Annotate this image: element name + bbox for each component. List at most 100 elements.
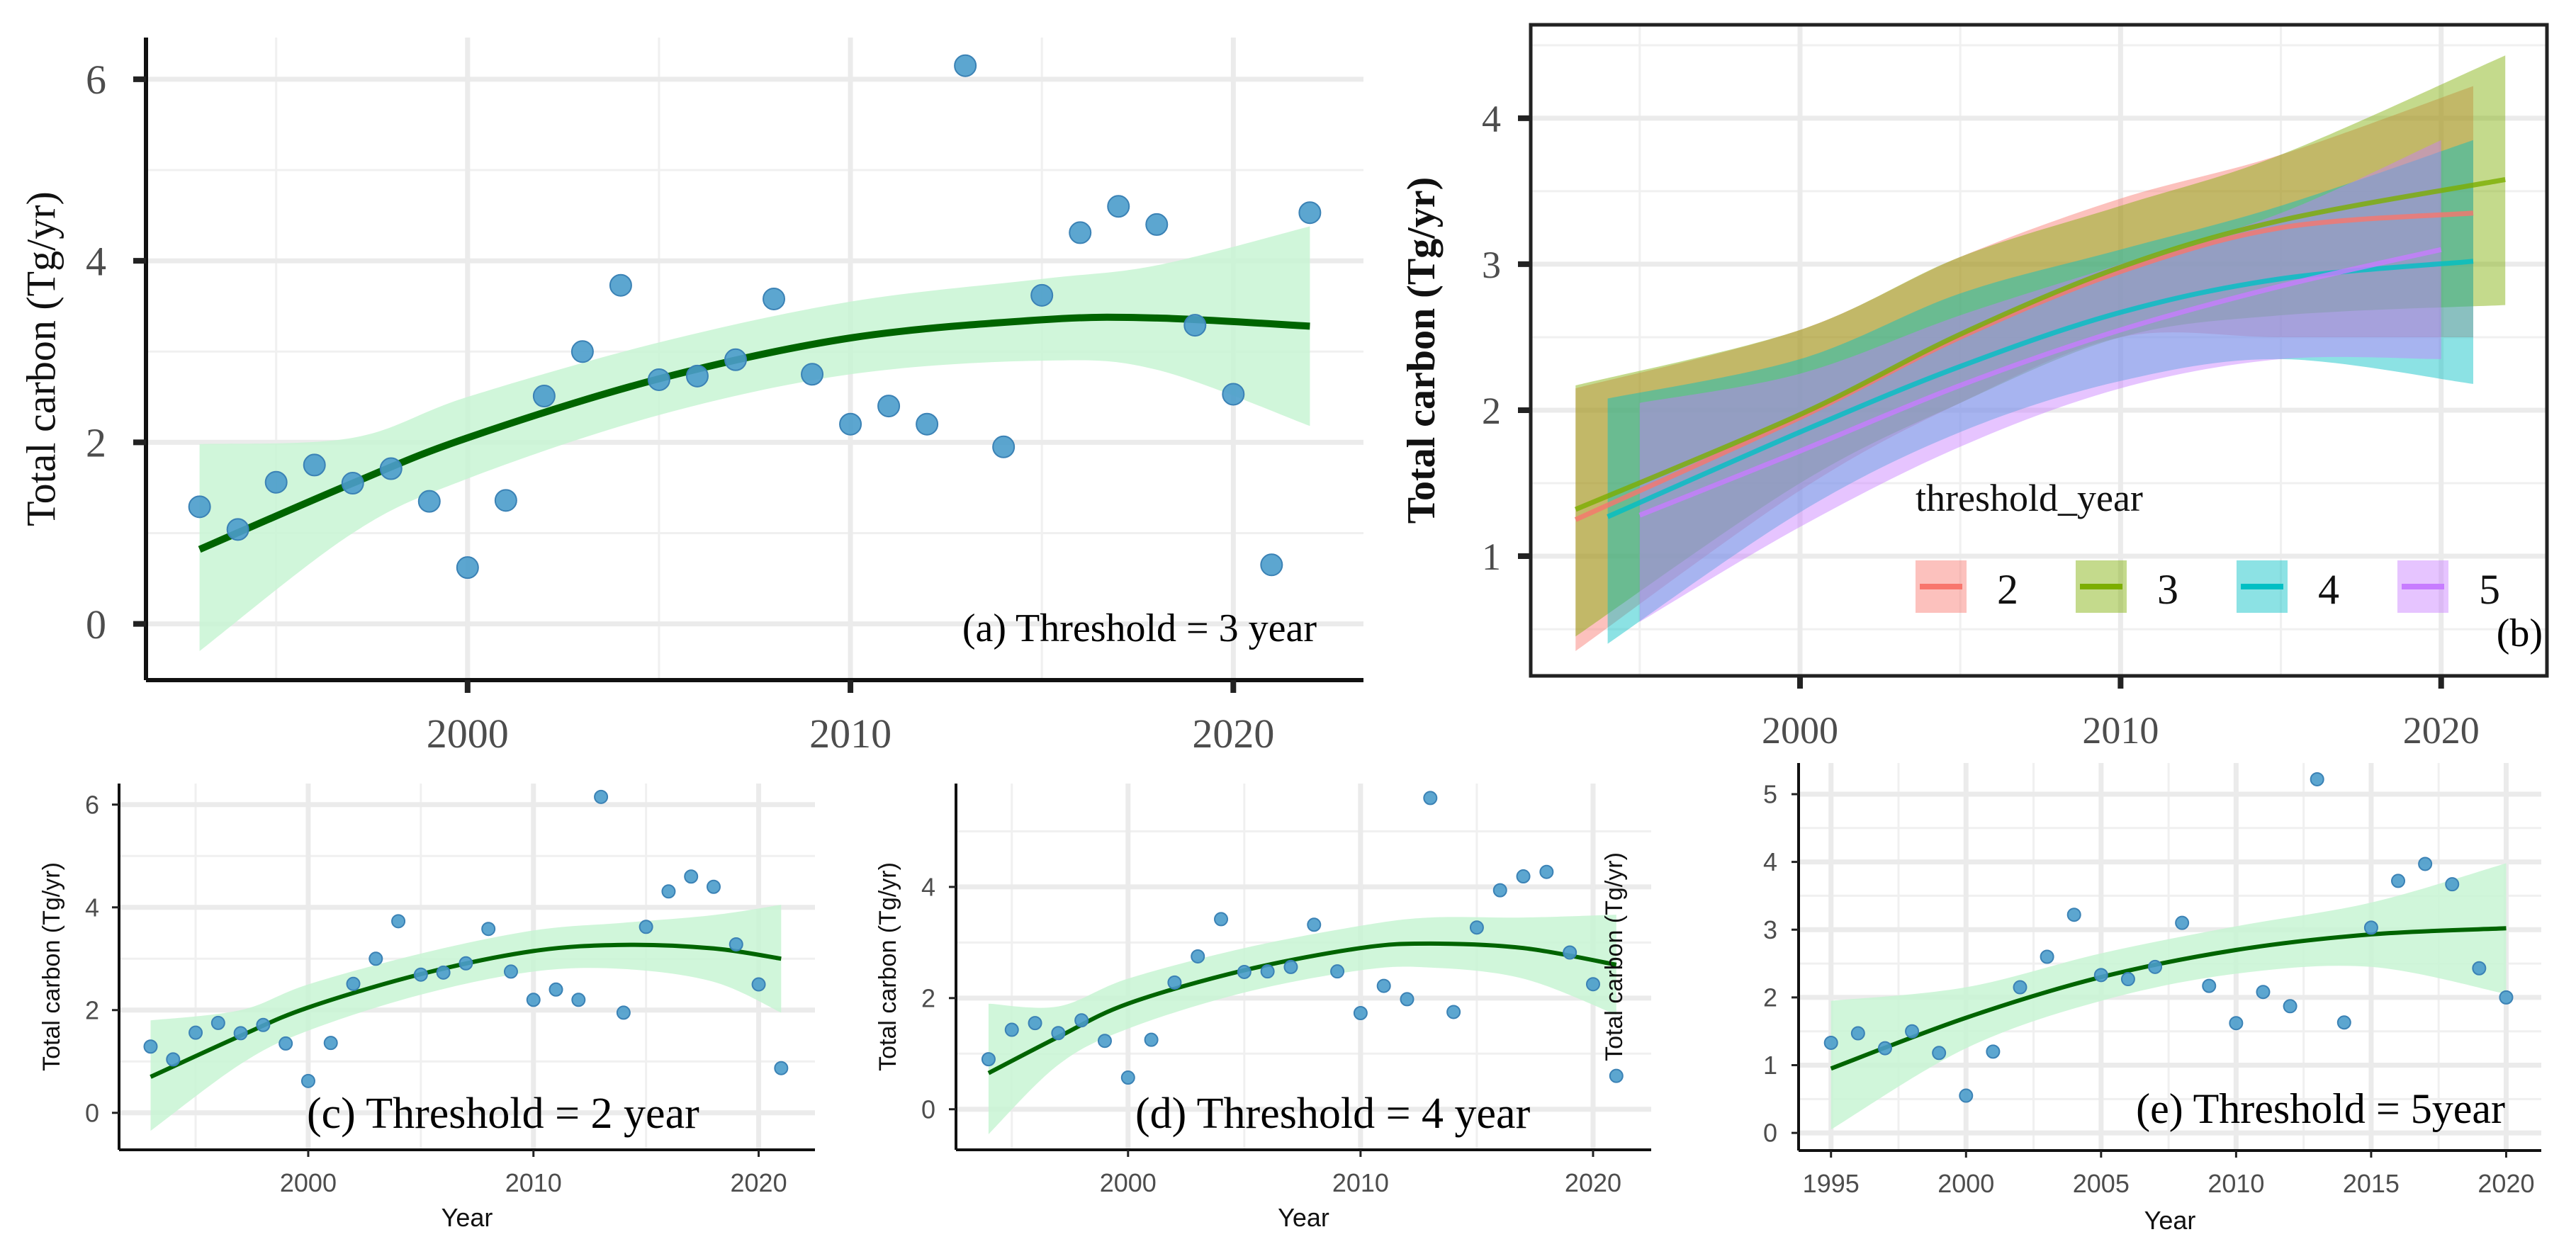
y-axis-label: Total carbon (Tg/yr)	[18, 191, 64, 526]
y-tick-label: 2	[1482, 390, 1501, 432]
legend-label: 3	[2157, 566, 2178, 613]
x-tick-label: 2005	[2073, 1169, 2130, 1198]
data-point	[413, 967, 428, 982]
data-point	[436, 965, 451, 980]
data-point	[1877, 1041, 1892, 1056]
y-tick-label: 0	[86, 601, 106, 648]
data-point	[1986, 1044, 2001, 1059]
data-point	[2229, 1016, 2244, 1031]
data-point	[1074, 1013, 1089, 1028]
data-point	[801, 363, 824, 386]
data-point	[494, 489, 517, 512]
y-axis-label: Total carbon (Tg/yr)	[1400, 177, 1444, 524]
data-point	[1307, 917, 1322, 932]
panel-a: 0 2 4 6 2000 2010 2020 Total carbon (Tg/yr) (a) …	[18, 38, 1363, 757]
data-point	[1260, 964, 1275, 979]
y-tick-label: 1	[1482, 536, 1501, 578]
data-point	[639, 920, 653, 934]
data-point	[1145, 213, 1169, 236]
x-tick-label: 2020	[2477, 1169, 2534, 1198]
data-point	[2040, 949, 2054, 964]
data-point	[706, 879, 721, 894]
data-point	[1191, 949, 1205, 963]
x-tick-label: 2000	[427, 711, 509, 757]
data-point	[2066, 908, 2081, 922]
x-axis-label: Year	[441, 1203, 493, 1232]
panel-annotation: (e) Threshold = 5year	[2136, 1085, 2505, 1132]
data-point	[609, 273, 632, 297]
data-point	[954, 54, 977, 77]
x-tick-label: 2010	[809, 711, 892, 757]
data-point	[661, 884, 676, 899]
data-point	[763, 287, 786, 310]
y-tick-label: 3	[1482, 244, 1501, 286]
y-tick-label: 2	[85, 995, 99, 1024]
data-point	[1609, 1068, 1624, 1083]
panel-b: threshold_year 2 3 4 5 1 2 3 4 2000 2010 2020 Total …	[1400, 23, 2549, 752]
data-point	[264, 470, 288, 494]
data-point	[279, 1036, 293, 1051]
x-tick-label: 2010	[1332, 1168, 1389, 1197]
y-tick-label: 4	[1763, 847, 1777, 876]
data-point	[570, 340, 594, 363]
y-tick-label: 4	[921, 873, 935, 902]
panel-border	[1529, 23, 2549, 678]
y-axis-label: Total carbon (Tg/yr)	[874, 862, 901, 1071]
data-point	[571, 993, 586, 1007]
x-tick-label: 2010	[505, 1168, 562, 1197]
data-point	[594, 789, 609, 804]
y-tick-label: 1	[1763, 1051, 1777, 1080]
y-tick-label: 3	[1763, 915, 1777, 944]
data-point	[2499, 990, 2514, 1005]
data-point	[300, 1073, 315, 1088]
axes: 0 2 4 6 2000 2010 2020	[85, 784, 815, 1197]
y-tick-label: 2	[86, 420, 106, 466]
data-point	[1423, 791, 1438, 806]
data-point	[751, 977, 766, 992]
data-point	[503, 964, 518, 979]
y-axis-label: Total carbon (Tg/yr)	[38, 862, 65, 1071]
axes: 1 2 3 4 2000 2010 2020	[1482, 23, 2549, 752]
data-point	[1183, 314, 1207, 337]
x-axis-label: Year	[2144, 1206, 2196, 1235]
data-point	[1563, 945, 1577, 960]
data-point	[1107, 195, 1130, 218]
data-point	[189, 1025, 203, 1040]
y-tick-label: 0	[85, 1098, 99, 1127]
data-point	[992, 435, 1016, 458]
data-point	[532, 385, 556, 408]
data-point	[1237, 964, 1252, 979]
y-tick-label: 6	[86, 57, 106, 103]
x-tick-label: 2020	[731, 1168, 787, 1197]
data-point	[1932, 1046, 1947, 1061]
data-point	[839, 412, 862, 436]
data-point	[1214, 912, 1229, 927]
data-point	[1069, 221, 1092, 244]
grid	[119, 784, 815, 1150]
y-tick-label: 4	[85, 893, 99, 922]
ribbon-series-4	[1607, 140, 2473, 644]
data-point	[481, 922, 496, 937]
data-point	[2310, 772, 2324, 786]
legend-label: 5	[2479, 566, 2500, 613]
x-tick-label: 1995	[1803, 1169, 1860, 1198]
data-point	[1959, 1088, 1974, 1103]
data-point	[1353, 1006, 1368, 1021]
data-point	[647, 368, 670, 391]
data-point	[226, 518, 249, 541]
data-point	[303, 453, 326, 477]
x-tick-label: 2010	[2207, 1169, 2264, 1198]
data-point	[2418, 857, 2433, 871]
panel-annotation: (a) Threshold = 3 year	[962, 606, 1317, 650]
data-point	[391, 914, 406, 929]
data-point	[2202, 978, 2217, 993]
panel-annotation: (b)	[2497, 611, 2543, 655]
data-point	[1516, 869, 1531, 884]
line-series-4	[1607, 259, 2474, 519]
line-series-3	[1574, 176, 2506, 512]
ribbon-series-3	[1575, 55, 2506, 637]
y-tick-label: 4	[86, 238, 106, 284]
data-point	[369, 951, 383, 966]
x-tick-label: 2010	[2082, 709, 2159, 752]
